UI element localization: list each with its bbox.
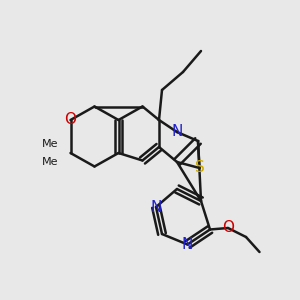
Text: O: O	[222, 220, 234, 236]
Text: N: N	[150, 200, 162, 214]
Text: N: N	[171, 124, 183, 140]
Text: N: N	[182, 237, 193, 252]
Text: Me: Me	[42, 139, 58, 149]
Text: O: O	[64, 112, 76, 128]
Text: Me: Me	[42, 157, 58, 167]
Text: S: S	[195, 160, 204, 175]
